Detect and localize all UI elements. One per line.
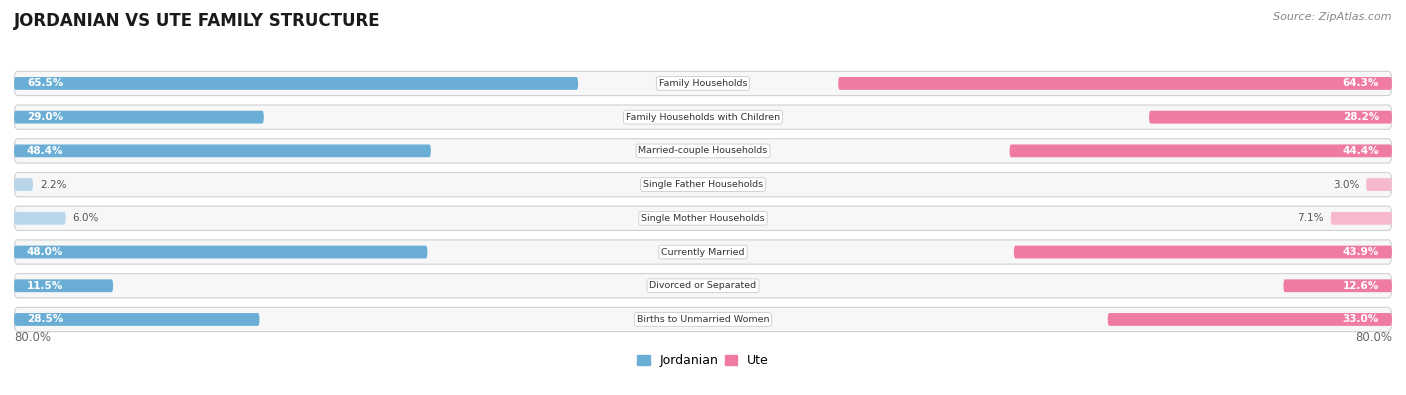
Text: 64.3%: 64.3% (1343, 79, 1379, 88)
Text: 48.4%: 48.4% (27, 146, 63, 156)
FancyBboxPatch shape (14, 71, 1392, 96)
FancyBboxPatch shape (14, 206, 1392, 230)
FancyBboxPatch shape (14, 77, 578, 90)
Text: 28.2%: 28.2% (1343, 112, 1379, 122)
FancyBboxPatch shape (14, 240, 1392, 264)
Text: Source: ZipAtlas.com: Source: ZipAtlas.com (1274, 12, 1392, 22)
FancyBboxPatch shape (838, 77, 1392, 90)
FancyBboxPatch shape (14, 313, 260, 326)
Text: 6.0%: 6.0% (73, 213, 98, 223)
FancyBboxPatch shape (1331, 212, 1392, 225)
FancyBboxPatch shape (14, 145, 430, 157)
FancyBboxPatch shape (14, 307, 1392, 332)
FancyBboxPatch shape (1149, 111, 1392, 124)
Text: 65.5%: 65.5% (27, 79, 63, 88)
FancyBboxPatch shape (14, 173, 1392, 197)
FancyBboxPatch shape (14, 139, 1392, 163)
Text: 33.0%: 33.0% (1343, 314, 1379, 324)
FancyBboxPatch shape (14, 274, 1392, 298)
Text: 12.6%: 12.6% (1343, 281, 1379, 291)
Text: 28.5%: 28.5% (27, 314, 63, 324)
Text: Single Mother Households: Single Mother Households (641, 214, 765, 223)
FancyBboxPatch shape (14, 111, 264, 124)
Legend: Jordanian, Ute: Jordanian, Ute (633, 349, 773, 372)
Text: 29.0%: 29.0% (27, 112, 63, 122)
Text: Family Households with Children: Family Households with Children (626, 113, 780, 122)
FancyBboxPatch shape (1010, 145, 1392, 157)
FancyBboxPatch shape (14, 246, 427, 258)
Text: Family Households: Family Households (659, 79, 747, 88)
FancyBboxPatch shape (1108, 313, 1392, 326)
FancyBboxPatch shape (14, 105, 1392, 129)
FancyBboxPatch shape (14, 279, 112, 292)
Text: JORDANIAN VS UTE FAMILY STRUCTURE: JORDANIAN VS UTE FAMILY STRUCTURE (14, 12, 381, 30)
Text: 11.5%: 11.5% (27, 281, 63, 291)
FancyBboxPatch shape (1367, 178, 1392, 191)
Text: 7.1%: 7.1% (1298, 213, 1324, 223)
FancyBboxPatch shape (14, 212, 66, 225)
Text: Currently Married: Currently Married (661, 248, 745, 256)
Text: Single Father Households: Single Father Households (643, 180, 763, 189)
FancyBboxPatch shape (1284, 279, 1392, 292)
Text: 80.0%: 80.0% (14, 331, 51, 344)
Text: 48.0%: 48.0% (27, 247, 63, 257)
Text: Births to Unmarried Women: Births to Unmarried Women (637, 315, 769, 324)
FancyBboxPatch shape (1014, 246, 1392, 258)
FancyBboxPatch shape (14, 178, 32, 191)
Text: 3.0%: 3.0% (1333, 180, 1360, 190)
Text: 44.4%: 44.4% (1343, 146, 1379, 156)
Text: 2.2%: 2.2% (39, 180, 66, 190)
Text: 43.9%: 43.9% (1343, 247, 1379, 257)
Text: Married-couple Households: Married-couple Households (638, 147, 768, 155)
Text: 80.0%: 80.0% (1355, 331, 1392, 344)
Text: Divorced or Separated: Divorced or Separated (650, 281, 756, 290)
